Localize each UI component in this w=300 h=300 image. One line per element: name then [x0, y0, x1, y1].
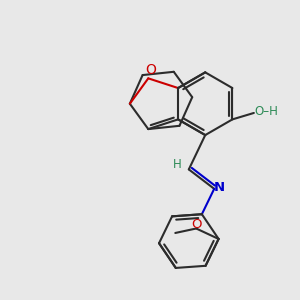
Text: H: H — [173, 158, 182, 171]
Text: O: O — [145, 63, 156, 77]
Text: O: O — [191, 218, 202, 230]
Text: N: N — [214, 181, 225, 194]
Text: O–H: O–H — [254, 105, 278, 118]
